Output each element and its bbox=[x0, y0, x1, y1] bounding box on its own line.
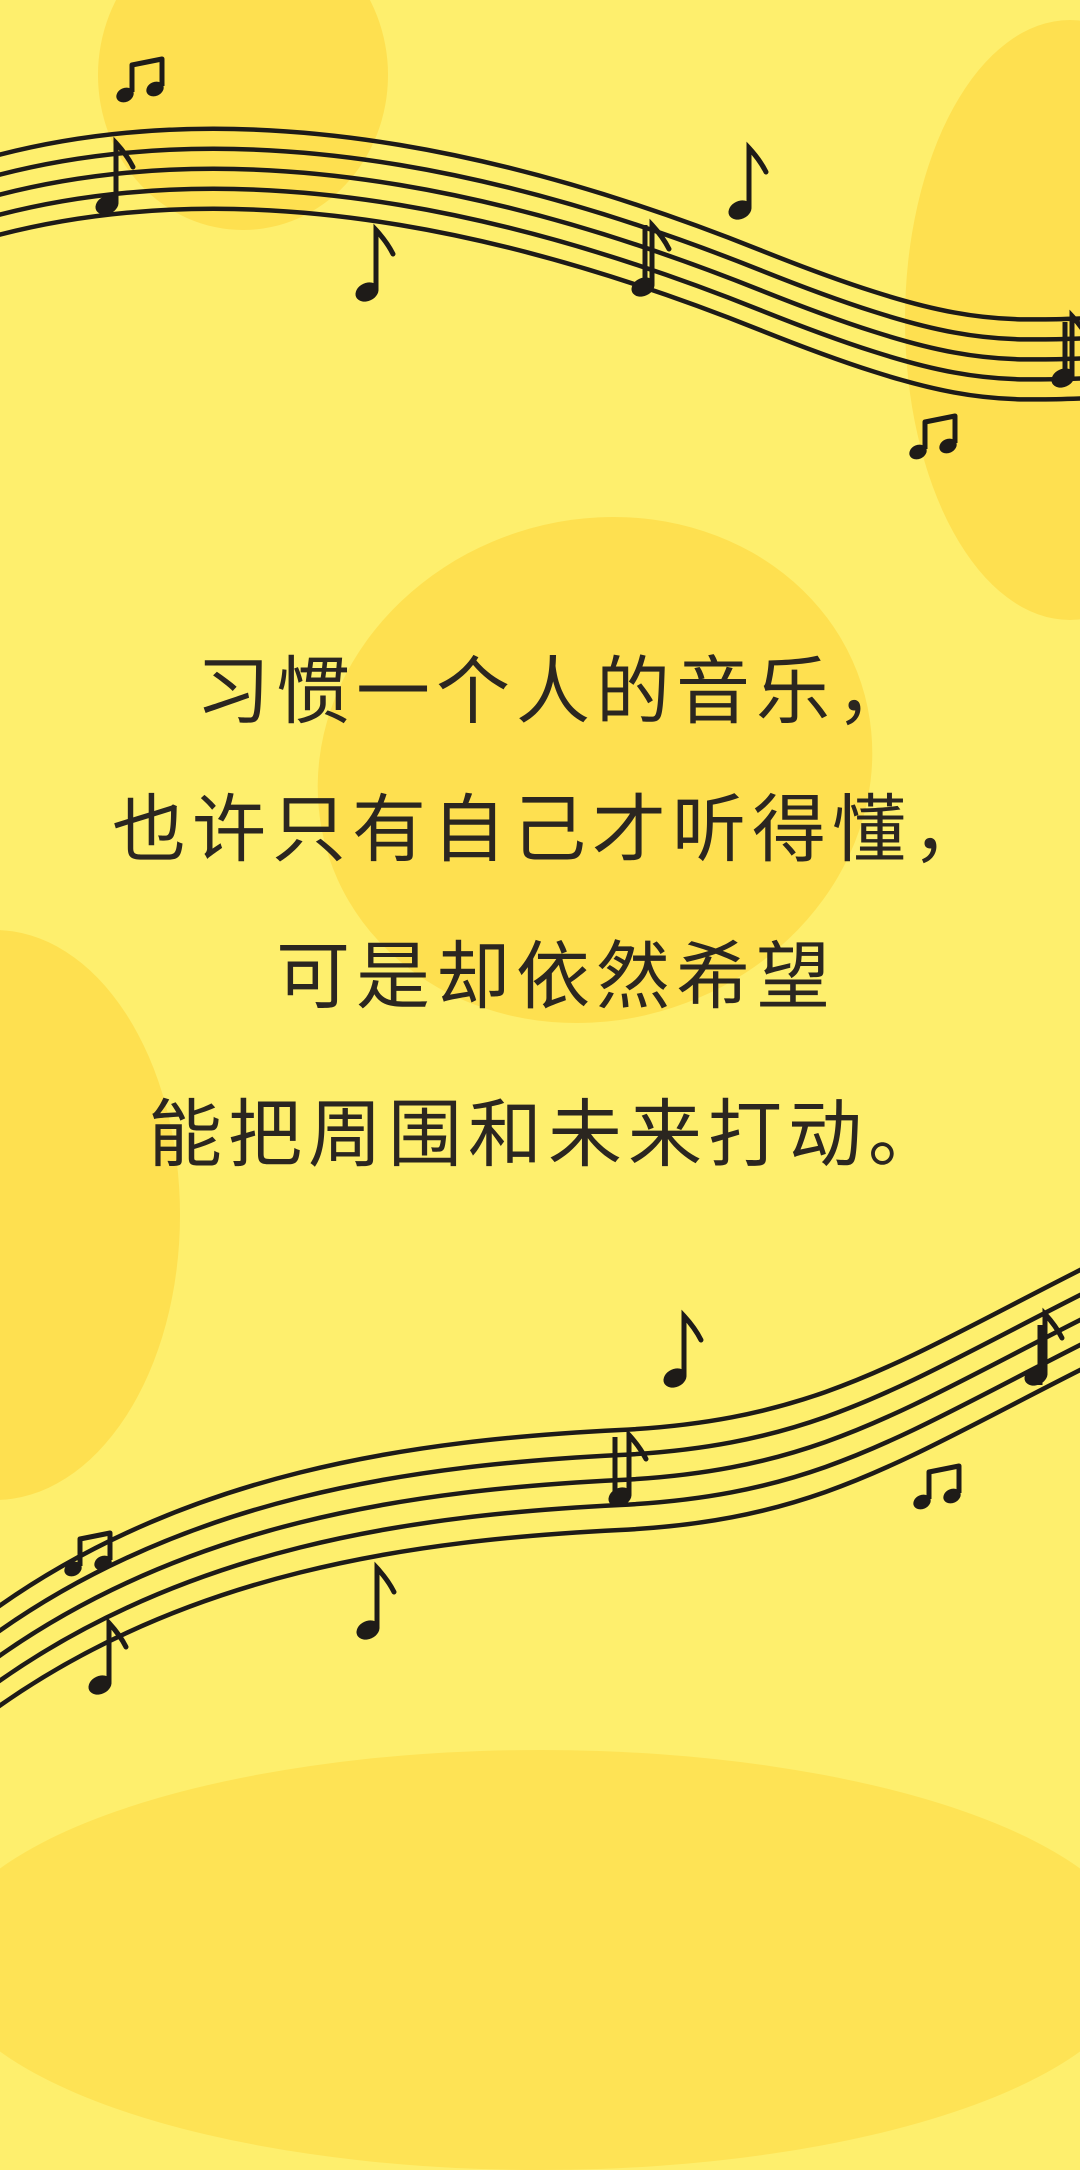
poem-line-3: 可是却依然希望 bbox=[276, 934, 836, 1020]
poem-line-2: 也许只有自己才听得懂， bbox=[112, 787, 992, 873]
music-staff-icon-bottom bbox=[0, 1267, 1080, 1709]
poem-line-4: 能把周围和未来打动。 bbox=[148, 1092, 948, 1178]
poem-line-1: 习惯一个人的音乐， bbox=[196, 649, 916, 735]
poem: 习惯一个人的音乐， 也许只有自己才听得懂， 可是却依然希望 能把周围和未来打动。 bbox=[112, 649, 992, 1178]
music-staff-icon-top bbox=[0, 126, 1080, 402]
music-decoration bbox=[0, 0, 1080, 1709]
